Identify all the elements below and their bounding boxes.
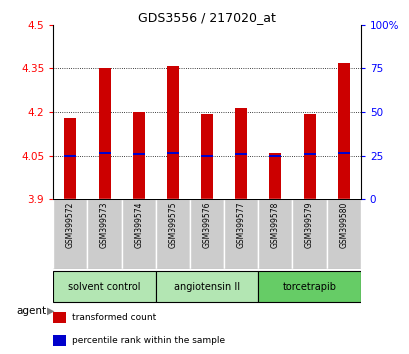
Bar [326, 199, 360, 269]
Text: GSM399579: GSM399579 [304, 201, 313, 248]
Text: agent: agent [16, 306, 46, 316]
Bar [303, 114, 315, 199]
Text: GSM399577: GSM399577 [236, 201, 245, 248]
Bar [269, 155, 281, 156]
Text: GSM399576: GSM399576 [202, 201, 211, 248]
Text: GSM399575: GSM399575 [168, 201, 177, 248]
Bar [98, 68, 110, 199]
Bar [258, 199, 292, 269]
Bar [200, 114, 213, 199]
Bar [64, 118, 76, 199]
Bar [166, 152, 178, 154]
Bar [133, 112, 144, 199]
Bar [337, 63, 349, 199]
Bar [224, 199, 258, 269]
Text: GSM399572: GSM399572 [66, 201, 75, 248]
Text: GSM399578: GSM399578 [270, 201, 279, 248]
Bar [133, 153, 144, 155]
Text: GSM399580: GSM399580 [338, 201, 347, 248]
Text: transformed count: transformed count [72, 313, 155, 321]
Text: GSM399573: GSM399573 [100, 201, 109, 248]
Bar [121, 199, 155, 269]
Text: GSM399574: GSM399574 [134, 201, 143, 248]
Bar [87, 199, 121, 269]
Bar [235, 153, 247, 155]
Text: solvent control: solvent control [68, 282, 140, 292]
Bar [53, 312, 65, 322]
Bar [269, 153, 281, 199]
Text: ▶: ▶ [47, 306, 54, 316]
Text: percentile rank within the sample: percentile rank within the sample [72, 336, 224, 345]
Bar [303, 153, 315, 155]
Bar [53, 271, 155, 302]
Bar [258, 271, 360, 302]
Bar [53, 199, 87, 269]
Bar [155, 271, 258, 302]
Title: GDS3556 / 217020_at: GDS3556 / 217020_at [138, 11, 275, 24]
Bar [235, 108, 247, 199]
Bar [292, 199, 326, 269]
Bar [166, 65, 178, 199]
Bar [337, 152, 349, 154]
Bar [53, 335, 65, 346]
Text: angiotensin II: angiotensin II [173, 282, 240, 292]
Text: torcetrapib: torcetrapib [282, 282, 336, 292]
Bar [200, 155, 213, 156]
Bar [64, 155, 76, 156]
Bar [189, 199, 224, 269]
Bar [98, 152, 110, 154]
Bar [155, 199, 189, 269]
